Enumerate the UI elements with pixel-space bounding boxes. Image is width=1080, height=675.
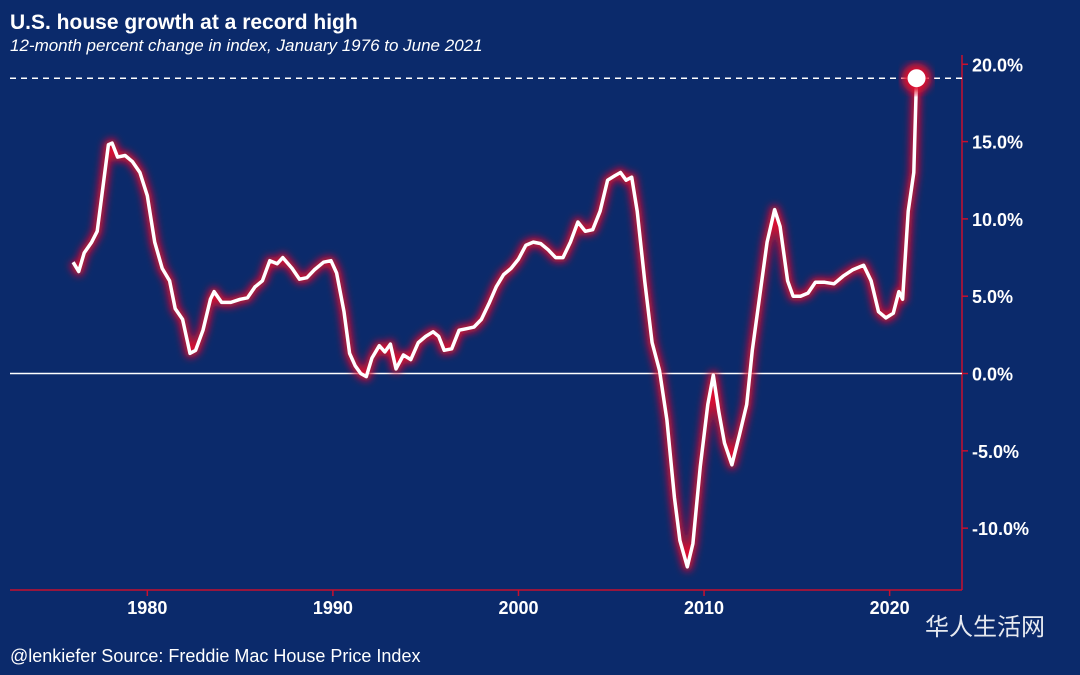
chart-subtitle: 12-month percent change in index, Januar… [10, 36, 483, 55]
line [71, 78, 919, 569]
y-tick-label: 0.0% [972, 365, 1013, 385]
x-tick-label: 2020 [870, 598, 910, 618]
y-tick-label: -10.0% [972, 519, 1029, 539]
chart-title: U.S. house growth at a record high [10, 11, 358, 34]
y-tick-label: 5.0% [972, 287, 1013, 307]
last-point [907, 69, 926, 88]
y-tick-label: 15.0% [972, 133, 1023, 153]
x-tick-label: 2010 [684, 598, 724, 618]
x-tick-label: 2000 [498, 598, 538, 618]
y-tick-label: 10.0% [972, 210, 1023, 230]
y-tick-label: -5.0% [972, 442, 1019, 462]
watermark: 华人生活网 [925, 614, 1045, 641]
x-tick-label: 1980 [127, 598, 167, 618]
source: @lenkiefer Source: Freddie Mac House Pri… [10, 646, 420, 666]
x-tick-label: 1990 [313, 598, 353, 618]
y-tick-label: 20.0% [972, 55, 1023, 75]
